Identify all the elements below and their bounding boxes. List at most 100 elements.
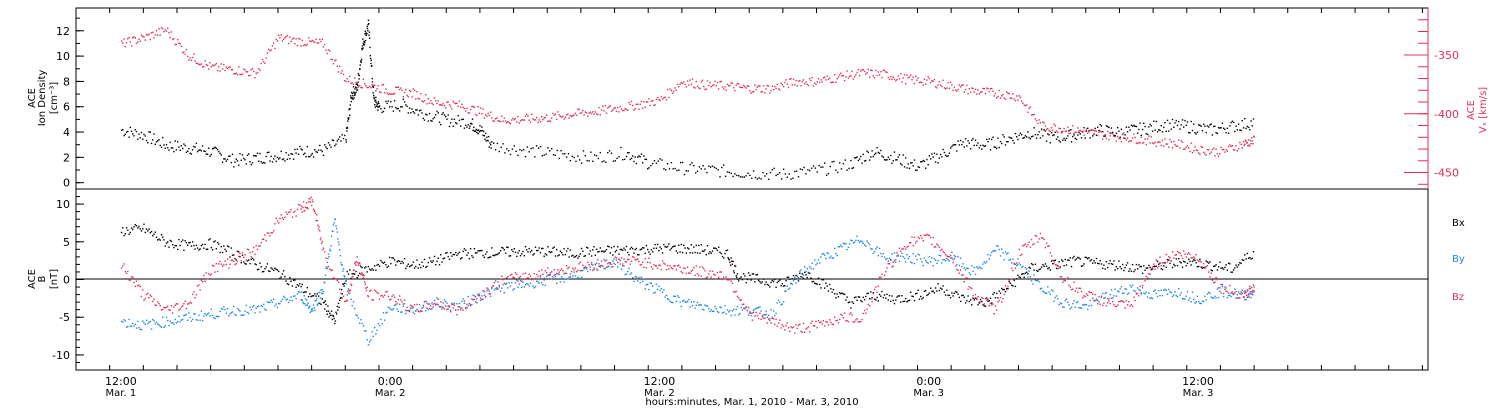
density-point xyxy=(1156,131,1159,133)
bx-point xyxy=(196,247,199,249)
bx-point xyxy=(492,254,494,257)
bx-point xyxy=(647,248,649,251)
vx-point xyxy=(619,105,621,108)
vx-point xyxy=(1026,104,1028,106)
bx-point xyxy=(1115,266,1118,268)
density-point xyxy=(674,167,676,170)
density-point xyxy=(359,68,361,71)
vx-point xyxy=(931,80,933,82)
density-point xyxy=(448,125,451,128)
vx-point xyxy=(350,82,352,85)
by-point xyxy=(241,314,244,317)
vx-point xyxy=(635,103,638,105)
vx-point xyxy=(273,42,275,44)
bx-point xyxy=(1095,257,1098,260)
vx-point xyxy=(886,71,888,74)
by-point xyxy=(1216,288,1219,290)
by-point xyxy=(174,318,176,321)
density-point xyxy=(758,177,760,179)
by-point xyxy=(723,311,725,314)
by-point xyxy=(1065,298,1068,300)
bx-point xyxy=(573,256,575,258)
bz-point xyxy=(253,246,255,249)
by-point xyxy=(278,302,280,305)
vx-point xyxy=(514,117,517,120)
bx-point xyxy=(307,295,310,298)
bx-point xyxy=(292,279,295,281)
vx-point xyxy=(841,75,843,77)
vx-point xyxy=(587,115,589,117)
by-point xyxy=(786,285,788,287)
by-point xyxy=(981,267,983,270)
vx-point xyxy=(923,78,926,80)
vx-point xyxy=(536,116,538,119)
by-point xyxy=(843,243,846,245)
vx-point xyxy=(235,72,237,74)
vx-point xyxy=(188,59,190,61)
density-point xyxy=(1004,144,1007,146)
bz-point xyxy=(660,268,663,271)
by-point xyxy=(930,261,932,263)
by-point xyxy=(792,280,795,282)
by-point xyxy=(321,289,323,291)
density-point xyxy=(255,155,257,157)
bx-point xyxy=(809,272,811,274)
bx-point xyxy=(453,253,456,256)
bx-point xyxy=(648,251,650,253)
vx-point xyxy=(835,81,837,83)
bz-point xyxy=(514,272,517,274)
density-point xyxy=(1210,123,1212,125)
by-point xyxy=(604,267,606,270)
density-point xyxy=(140,131,143,134)
bx-point xyxy=(841,292,843,294)
by-point xyxy=(523,286,525,288)
density-point xyxy=(903,166,906,168)
bx-point xyxy=(339,299,341,302)
bz-point xyxy=(614,256,616,258)
bx-point xyxy=(245,263,247,265)
vx-point xyxy=(997,95,999,98)
vx-point xyxy=(1165,143,1167,145)
by-point xyxy=(740,306,742,309)
vx-point xyxy=(431,102,433,104)
by-point xyxy=(819,262,821,264)
bx-point xyxy=(1251,257,1253,259)
density-point xyxy=(130,130,133,132)
bz-point xyxy=(675,268,677,271)
density-point xyxy=(150,142,153,145)
vx-series xyxy=(120,26,1255,158)
bz-point xyxy=(770,322,772,324)
vx-point xyxy=(1114,136,1116,138)
density-point xyxy=(416,109,418,111)
by-point xyxy=(388,307,391,309)
bx-point xyxy=(827,290,830,292)
vx-point xyxy=(411,96,413,98)
bx-point xyxy=(772,280,775,283)
density-point xyxy=(723,164,725,166)
density-point xyxy=(1044,130,1047,132)
bx-point xyxy=(1235,264,1237,266)
vx-point xyxy=(580,111,583,114)
density-point xyxy=(898,154,901,156)
bz-point xyxy=(173,306,175,308)
by-point xyxy=(1153,290,1155,292)
vx-point xyxy=(423,99,426,102)
by-point xyxy=(917,253,919,255)
by-point xyxy=(903,257,906,260)
bx-point xyxy=(792,275,795,277)
bz-point xyxy=(473,298,476,301)
bz-point xyxy=(162,308,164,311)
density-point xyxy=(665,169,667,171)
bz-point xyxy=(984,297,987,300)
vx-point xyxy=(829,77,831,79)
by-point xyxy=(943,258,946,261)
by-point xyxy=(437,304,439,306)
bz-point xyxy=(609,262,611,264)
bz-point xyxy=(523,278,525,280)
bx-point xyxy=(691,252,694,254)
vx-point xyxy=(558,114,560,116)
bz-point xyxy=(925,234,927,237)
vx-point xyxy=(130,45,133,47)
bz-point xyxy=(822,320,825,322)
vx-point xyxy=(513,119,515,121)
